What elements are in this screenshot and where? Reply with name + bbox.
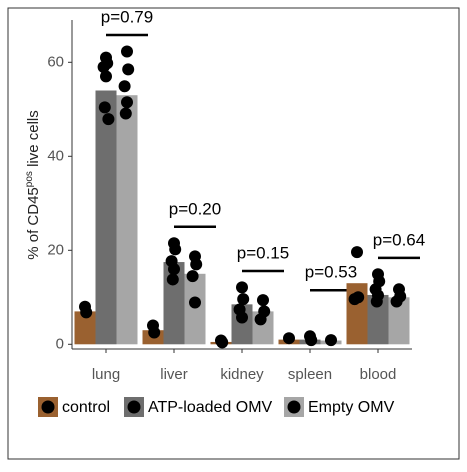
- legend-label: control: [62, 399, 110, 416]
- data-point: [166, 273, 179, 286]
- y-tick-label: 40: [47, 147, 64, 164]
- data-point: [121, 45, 133, 58]
- data-point: [121, 96, 133, 109]
- data-point: [118, 80, 131, 93]
- data-point: [169, 243, 182, 256]
- data-point: [236, 281, 248, 294]
- data-point: [236, 311, 248, 324]
- data-point: [351, 246, 363, 259]
- data-point: [283, 332, 295, 345]
- data-point: [98, 101, 111, 114]
- data-point: [348, 293, 361, 306]
- data-point: [257, 294, 269, 307]
- data-point: [390, 295, 403, 308]
- y-tick-label: 60: [47, 53, 64, 70]
- x-tick-label: liver: [160, 366, 188, 383]
- p-value: p=0.64: [373, 230, 425, 249]
- p-value: p=0.79: [101, 8, 153, 27]
- data-point: [122, 63, 135, 76]
- y-tick-label: 20: [47, 241, 64, 258]
- bar: [95, 90, 117, 345]
- data-point: [102, 113, 115, 126]
- bar: [116, 95, 138, 345]
- data-point: [80, 306, 93, 319]
- legend-dot: [287, 400, 301, 414]
- data-point: [119, 107, 132, 120]
- bar: [184, 273, 206, 345]
- data-point: [168, 263, 180, 276]
- y-label-rest: live cells: [25, 110, 42, 171]
- data-point: [100, 70, 112, 83]
- data-point: [370, 295, 383, 308]
- data-point: [190, 258, 203, 271]
- frame: [7, 7, 460, 460]
- p-value: p=0.15: [237, 243, 289, 262]
- data-point: [148, 326, 161, 339]
- x-tick-label: blood: [360, 366, 397, 383]
- data-point: [97, 61, 110, 73]
- bar: [367, 294, 389, 345]
- legend-label: ATP-loaded OMV: [148, 399, 273, 416]
- bar: [74, 311, 96, 345]
- p-value: p=0.53: [305, 263, 357, 282]
- p-value: p=0.20: [169, 199, 221, 218]
- data-point: [305, 334, 318, 347]
- y-label-text: % of CD45: [25, 187, 42, 260]
- data-point: [237, 293, 250, 306]
- legend-dot: [127, 400, 141, 414]
- data-point: [216, 336, 229, 349]
- bar: [388, 297, 410, 345]
- y-label-sup: pos: [24, 171, 35, 187]
- data-point: [186, 270, 199, 283]
- data-point: [325, 334, 337, 347]
- data-point: [189, 296, 201, 309]
- data-point: [254, 313, 267, 326]
- y-axis-label: % of CD45pos live cells: [24, 110, 42, 260]
- x-tick-label: spleen: [288, 366, 332, 383]
- y-tick-label: 0: [56, 335, 64, 352]
- legend-label: Empty OMV: [308, 399, 395, 416]
- x-tick-label: kidney: [220, 366, 264, 383]
- legend-dot: [41, 400, 55, 414]
- x-tick-label: lung: [92, 366, 120, 383]
